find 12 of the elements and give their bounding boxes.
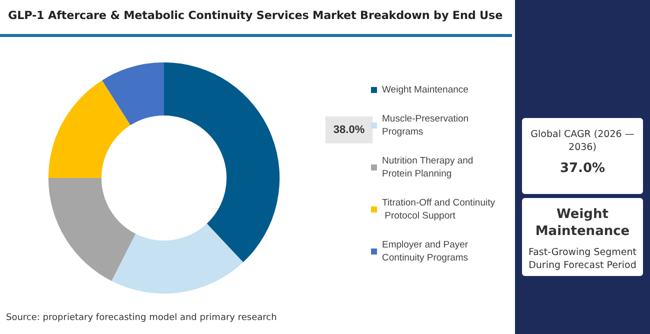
source-note: Source: proprietary forecasting model and primary research	[6, 313, 277, 323]
legend-label: Titration-Off and Continuity Protocol Support	[382, 198, 496, 222]
legend-label: Weight Maintenance	[382, 84, 468, 96]
text: 37.0%	[558, 160, 606, 177]
text: Fast-Growing Segment During Forecast Period	[528, 246, 638, 272]
text: Weight Maintenance	[534, 206, 631, 240]
text: Global CAGR (2026 — 2036)	[530, 128, 636, 154]
legend-label: Employer and Payer Continuity Programs	[382, 240, 471, 264]
legend-label: Muscle-Preservation Programs	[382, 114, 472, 138]
chart-title: GLP-1 Aftercare & Metabolic Continuity Services Market Breakdown by End Use	[8, 9, 504, 22]
legend-label: Nutrition Therapy and Protein Planning	[382, 156, 476, 180]
data-label: 38.0%	[333, 124, 365, 136]
